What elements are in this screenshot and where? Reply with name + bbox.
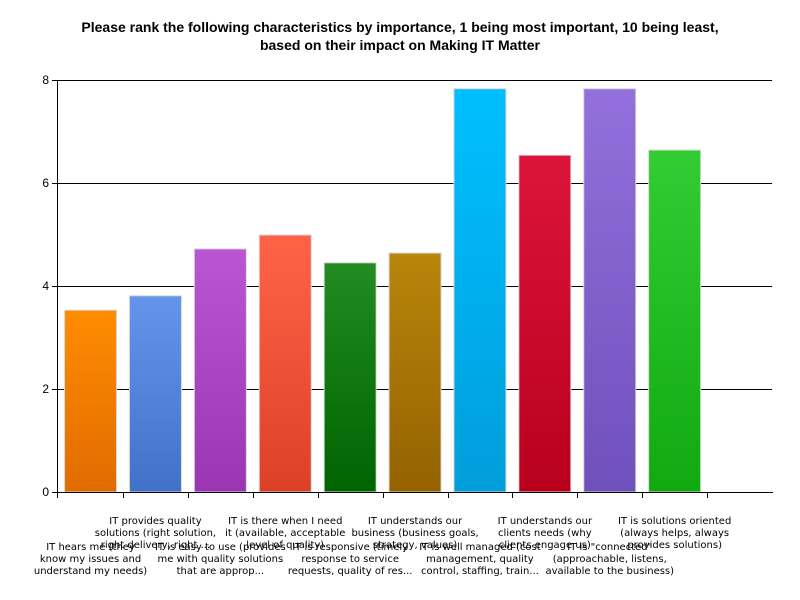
chart-title-line-2: based on their impact on Making IT Matte…	[259, 37, 541, 53]
bars	[64, 88, 702, 493]
y-tick-label: 6	[42, 176, 49, 190]
chart-title: Please rank the following characteristic…	[0, 18, 800, 54]
x-category-label: IT understands our clients needs (why clie…	[498, 516, 593, 551]
bar	[128, 295, 182, 493]
bar	[193, 248, 247, 493]
x-category-label: IT is well managed (cost management, qual…	[419, 542, 541, 577]
bar	[258, 234, 312, 493]
y-tick-label: 0	[42, 485, 49, 499]
chart-title-line-1: Please rank the following characteristic…	[81, 19, 719, 35]
axes	[52, 80, 773, 498]
bar	[583, 88, 637, 493]
x-tick-labels: IT hears me (they know my issues and under…	[34, 516, 731, 577]
y-tick-labels: 0 2 4 6 8	[42, 73, 49, 499]
x-category-label: IT understands our business (business goa…	[351, 516, 478, 551]
bar	[388, 252, 442, 493]
x-category-label: IT is responsive (timely response to serv…	[288, 542, 413, 577]
y-tick-label: 4	[42, 279, 49, 293]
x-category-label: IT provides quality solutions (right solu…	[95, 516, 216, 551]
y-tick-label: 8	[42, 73, 49, 87]
y-tick-label: 2	[42, 382, 49, 396]
bar	[648, 149, 702, 493]
x-category-label: IT is there when I need it (available, ac…	[225, 516, 345, 551]
bar	[453, 88, 507, 493]
x-category-label: IT is "connected" (approachable, listens,…	[545, 542, 674, 577]
bar	[323, 262, 377, 493]
x-category-label: IT is solutions oriented (always helps, a…	[618, 516, 731, 551]
bar	[64, 309, 118, 493]
x-category-label: IT is easy to use (provides me with quali…	[155, 542, 286, 577]
x-category-label: IT hears me (they know my issues and under…	[34, 542, 147, 577]
bar	[518, 154, 572, 493]
